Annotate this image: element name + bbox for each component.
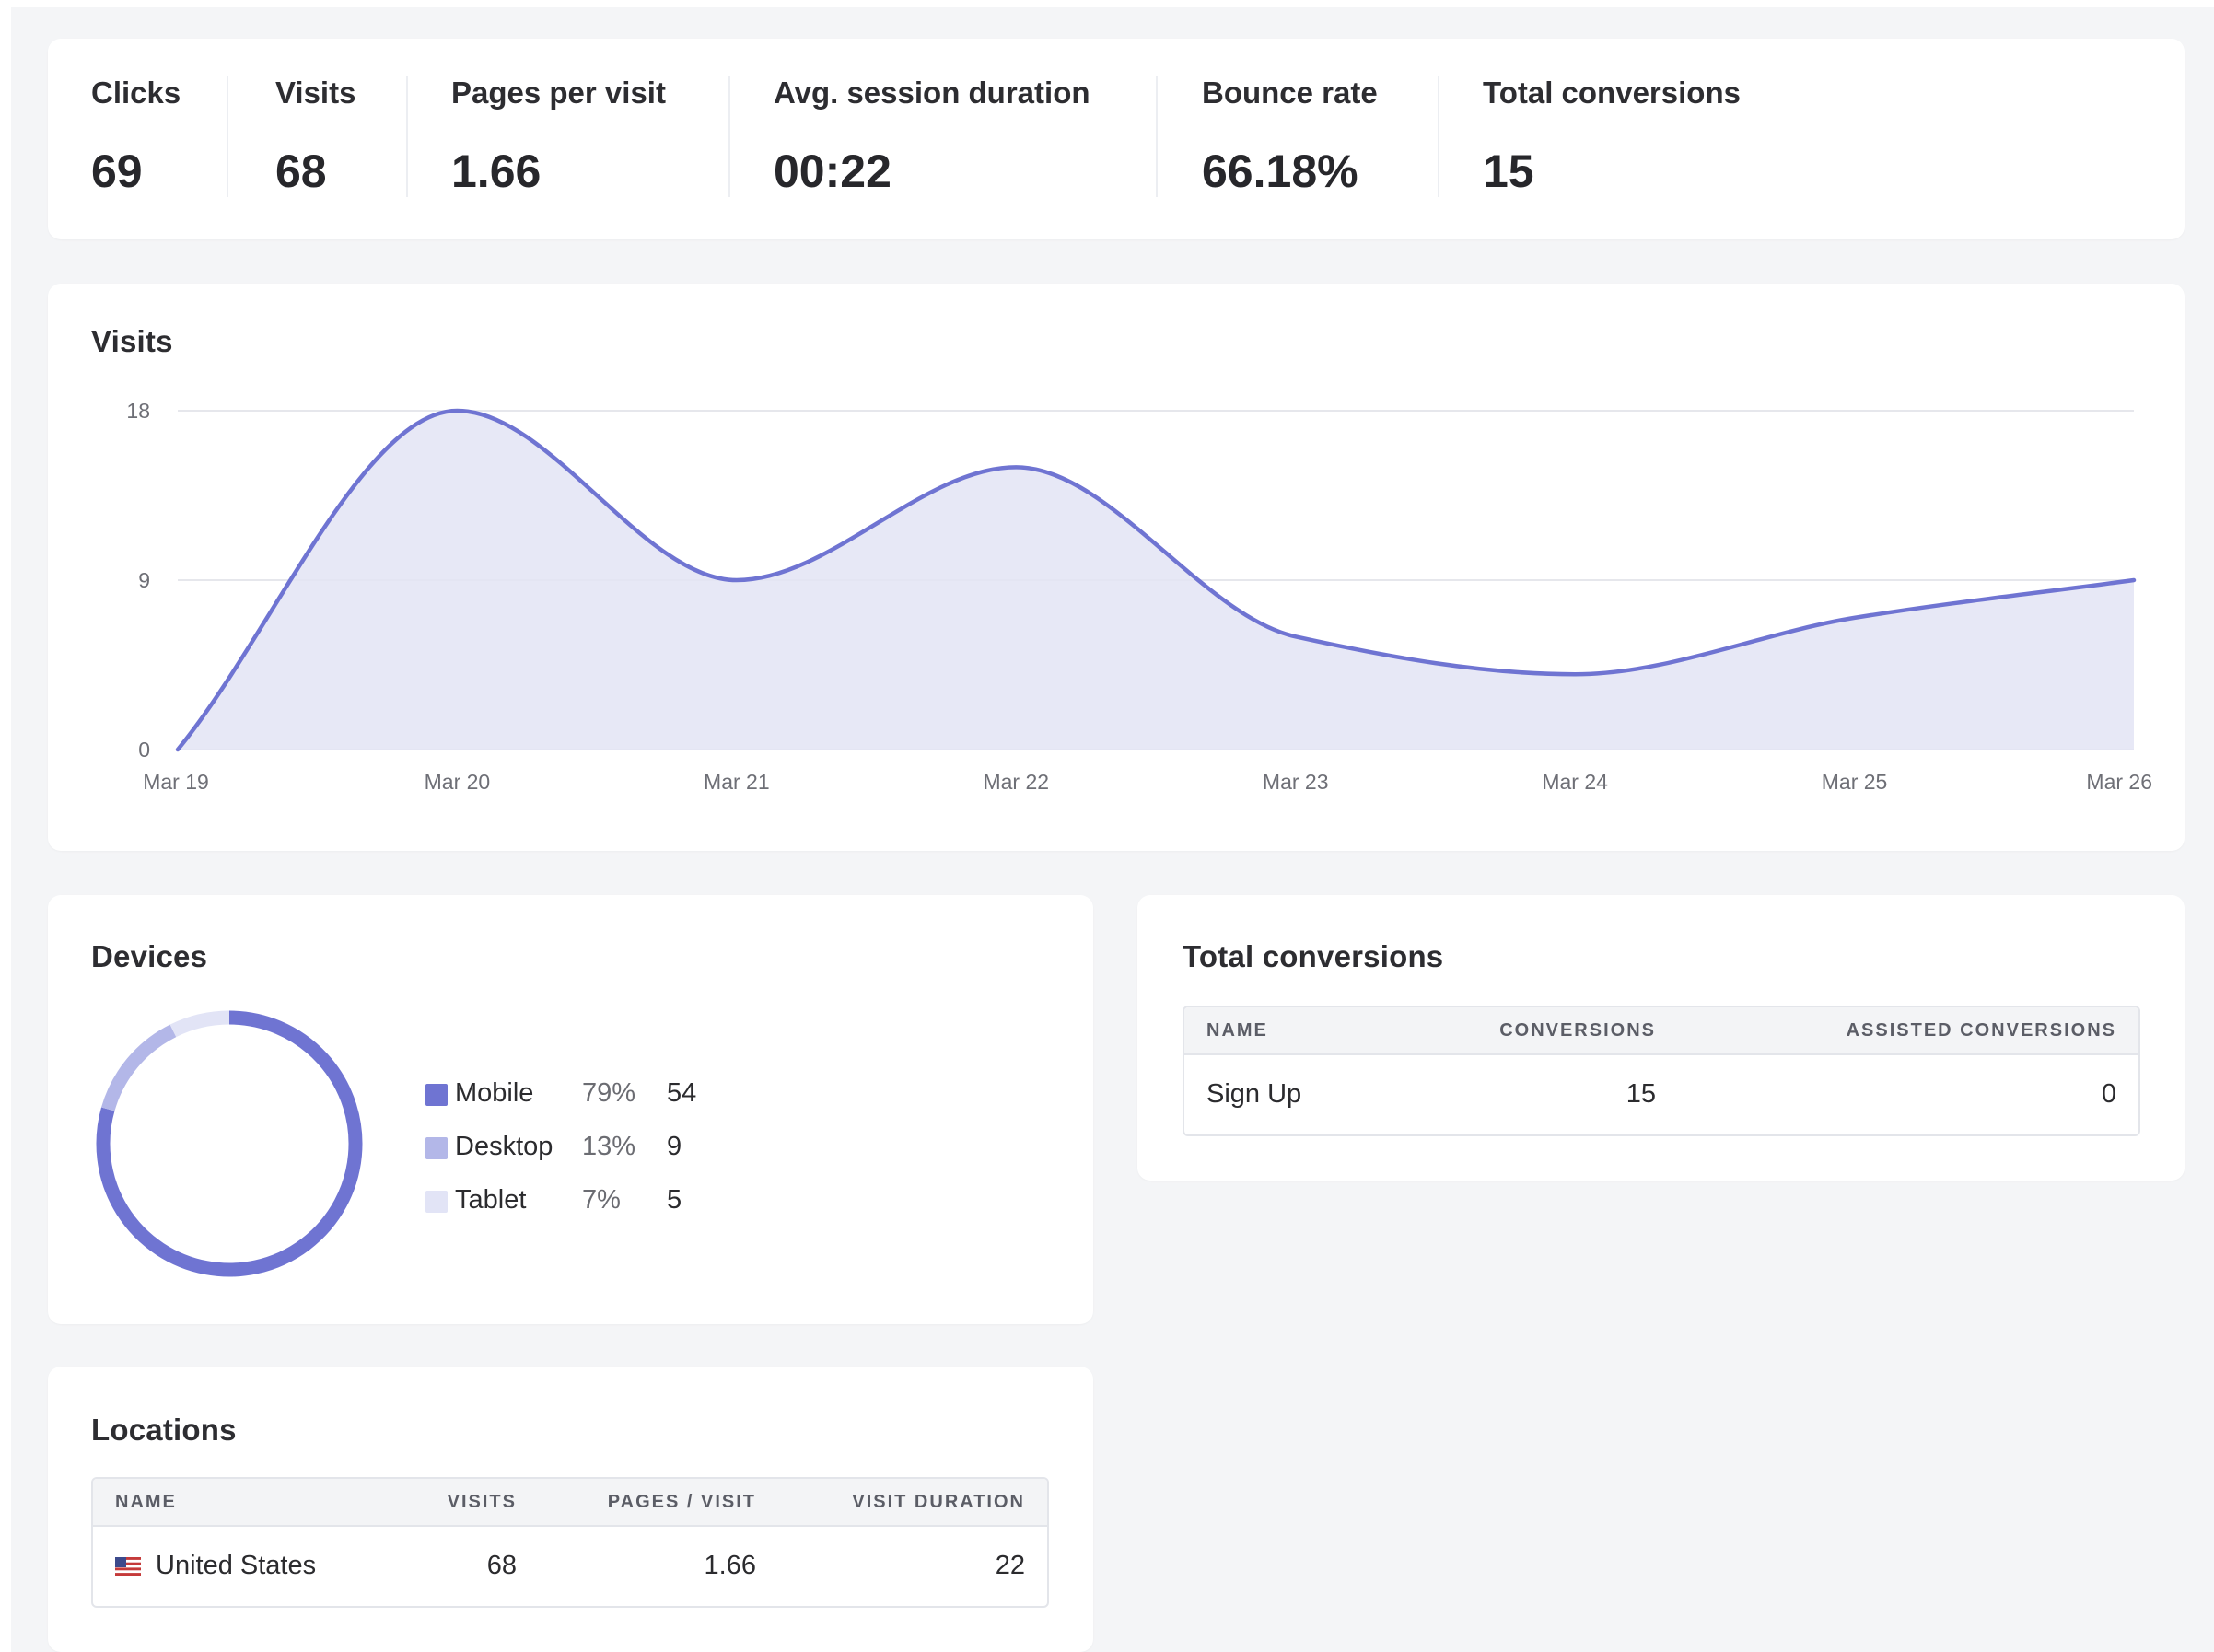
y-tick-label: 9: [138, 568, 150, 592]
table-header: NAME VISITS PAGES / VISIT VISIT DURATION: [93, 1479, 1047, 1527]
legend-count: 9: [667, 1132, 682, 1161]
conversions-card: Total conversions NAME CONVERSIONS ASSIS…: [1137, 895, 2185, 1181]
legend-label: Desktop: [455, 1132, 554, 1161]
divider: [1438, 76, 1439, 197]
visits-chart-card: Visits 0 9 18 Mar 19 Mar 20 Mar 21 Mar 22 Mar 2…: [48, 284, 2185, 851]
legend-swatch: [425, 1191, 448, 1213]
x-tick-label: Mar 20: [425, 770, 491, 794]
legend-swatch: [425, 1084, 448, 1106]
divider: [728, 76, 730, 197]
metric-value: 68: [275, 145, 327, 197]
column-header-assisted-conversions[interactable]: ASSISTED CONVERSIONS: [1846, 1020, 2116, 1041]
metric-label: Visits: [275, 76, 356, 110]
x-tick-label: Mar 19: [143, 770, 209, 794]
cell-pages-per-visit: 1.66: [704, 1551, 756, 1580]
conversions-table: NAME CONVERSIONS ASSISTED CONVERSIONS Si…: [1183, 1006, 2140, 1136]
y-tick-label: 18: [126, 399, 150, 423]
y-tick-label: 0: [138, 738, 150, 762]
metric-label: Avg. session duration: [774, 76, 1090, 110]
cell-conversions: 15: [1626, 1079, 1656, 1109]
x-tick-label: Mar 26: [2086, 770, 2152, 794]
cell-name: Sign Up: [1206, 1079, 1302, 1109]
legend-percent: 13%: [582, 1132, 636, 1161]
x-tick-label: Mar 24: [1542, 770, 1608, 794]
legend-label: Mobile: [455, 1078, 534, 1108]
card-title: Devices: [91, 939, 208, 973]
metric-value: 69: [91, 145, 143, 197]
column-header-conversions[interactable]: CONVERSIONS: [1499, 1020, 1656, 1041]
column-header-visit-duration[interactable]: VISIT DURATION: [852, 1492, 1025, 1512]
locations-table: NAME VISITS PAGES / VISIT VISIT DURATION…: [91, 1477, 1049, 1608]
column-header-visits[interactable]: VISITS: [447, 1492, 517, 1512]
cell-assisted: 0: [2101, 1079, 2116, 1109]
table-header: NAME CONVERSIONS ASSISTED CONVERSIONS: [1184, 1007, 2138, 1055]
legend-percent: 79%: [582, 1078, 636, 1108]
devices-card: Devices Mobile 79% 54 Desktop 13% 9 Tabl…: [48, 895, 1093, 1324]
donut-slice-mobile[interactable]: [96, 1010, 363, 1277]
donut-slice-desktop[interactable]: [101, 1024, 177, 1111]
divider: [1156, 76, 1158, 197]
column-header-pages-per-visit[interactable]: PAGES / VISIT: [607, 1492, 756, 1512]
legend-label: Tablet: [455, 1185, 527, 1215]
visits-area: [178, 411, 2134, 750]
metric-value: 00:22: [774, 145, 891, 197]
metric-label: Total conversions: [1483, 76, 1741, 110]
cell-visits: 68: [486, 1551, 517, 1580]
legend-count: 5: [667, 1185, 682, 1215]
x-tick-label: Mar 25: [1822, 770, 1888, 794]
locations-card: Locations NAME VISITS PAGES / VISIT VISI…: [48, 1367, 1093, 1652]
legend-percent: 7%: [582, 1185, 621, 1215]
x-tick-label: Mar 22: [983, 770, 1049, 794]
divider: [406, 76, 408, 197]
dashboard: Clicks 69 Visits 68 Pages per visit 1.66…: [11, 7, 2214, 1652]
x-tick-label: Mar 23: [1263, 770, 1329, 794]
card-title: Total conversions: [1183, 939, 1444, 973]
metrics-card: Clicks 69 Visits 68 Pages per visit 1.66…: [48, 39, 2185, 239]
column-header-name[interactable]: NAME: [115, 1492, 177, 1512]
table-row[interactable]: United States 68 1.66 22: [93, 1527, 1047, 1606]
cell-name: United States: [156, 1551, 317, 1580]
visits-line[interactable]: [175, 408, 2137, 752]
legend-swatch: [425, 1137, 448, 1159]
divider: [227, 76, 228, 197]
legend-count: 54: [667, 1078, 697, 1108]
metric-label: Bounce rate: [1202, 76, 1378, 110]
card-title: Visits: [91, 324, 173, 358]
us-flag-icon: [115, 1557, 141, 1576]
metric-value: 66.18%: [1202, 145, 1358, 197]
visits-area-chart: 0 9 18 Mar 19 Mar 20 Mar 21 Mar 22 Mar 23 Mar 24…: [126, 399, 2152, 794]
card-title: Locations: [91, 1413, 237, 1447]
column-header-name[interactable]: NAME: [1206, 1020, 1268, 1041]
table-row[interactable]: Sign Up 15 0: [1184, 1055, 2138, 1134]
devices-donut-chart: [96, 1010, 363, 1277]
x-tick-label: Mar 21: [704, 770, 770, 794]
cell-visit-duration: 22: [995, 1551, 1025, 1580]
metric-value: 1.66: [451, 145, 542, 197]
donut-slice-tablet[interactable]: [169, 1010, 230, 1038]
metric-label: Clicks: [91, 76, 181, 110]
metric-label: Pages per visit: [451, 76, 666, 110]
metric-value: 15: [1483, 145, 1534, 197]
